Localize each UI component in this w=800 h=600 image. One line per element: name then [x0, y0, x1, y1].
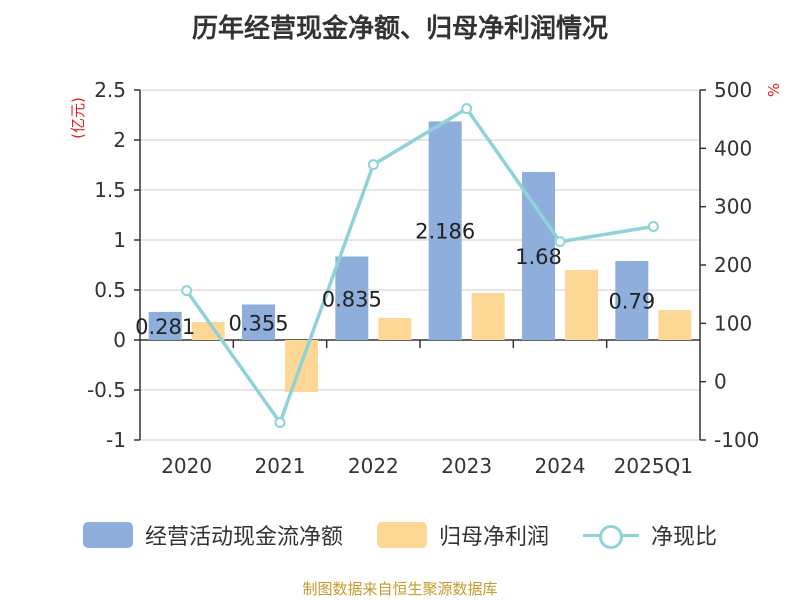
axes: 2.5 2 1.5 1 0.5 0 -0.5 -1 500 400 300 200 100 0 -100 20… [87, 78, 759, 478]
cashflow-data-label: 0.355 [228, 311, 288, 335]
ratio-point[interactable] [181, 285, 193, 297]
left-axis-tick-label: -0.5 [87, 378, 126, 402]
ratio-line [181, 103, 659, 428]
ratio-point[interactable] [554, 236, 566, 248]
cashflow-bar[interactable] [148, 311, 182, 340]
left-axis-tick-label: 1.5 [94, 178, 126, 202]
legend-swatch-ratio [583, 522, 639, 549]
legend-swatch-cashflow [82, 522, 133, 548]
cashflow-bar[interactable] [242, 304, 275, 341]
ratio-point[interactable] [367, 159, 379, 171]
right-axis-tick-label: 500 [714, 78, 752, 102]
cashflow-bar[interactable] [522, 172, 555, 340]
ratio-point[interactable] [274, 417, 286, 428]
right-axis-tick-label: 100 [714, 311, 752, 335]
right-axis-tick-label: 400 [714, 136, 752, 160]
net-profit-bar[interactable] [658, 310, 692, 340]
legend-label-ratio: 净现比 [651, 525, 718, 550]
right-axis-tick-label: 300 [714, 195, 752, 219]
net-profit-bar[interactable] [565, 270, 598, 340]
net-profit-bar[interactable] [378, 318, 412, 340]
right-axis-unit-label: % [765, 83, 783, 97]
cashflow-data-label: 0.835 [322, 287, 382, 311]
right-axis-tick-label: 200 [714, 253, 752, 277]
x-axis-tick-label: 2025Q1 [614, 454, 693, 478]
cashflow-data-label: 0.281 [135, 315, 195, 339]
cashflow-data-label: 2.186 [415, 220, 475, 244]
cashflow-bar[interactable] [335, 256, 369, 341]
net-profit-bar[interactable] [471, 293, 505, 340]
left-axis-tick-label: 0 [113, 328, 126, 352]
left-axis-tick-label: -1 [106, 428, 126, 452]
left-axis-tick-label: 2 [113, 128, 126, 152]
right-axis-tick-label: -100 [714, 428, 759, 452]
cashflow-data-label: 1.68 [515, 245, 562, 269]
ratio-point[interactable] [461, 103, 473, 115]
data-source-note: 制图数据来自恒生聚源数据库 [302, 580, 498, 598]
x-axis-tick-label: 2020 [161, 454, 212, 478]
legend: 经营活动现金流净额 归母净利润 净现比 [0, 515, 800, 555]
legend-label-cashflow: 经营活动现金流净额 [144, 525, 343, 550]
right-axis-tick-label: 0 [714, 370, 727, 394]
left-axis-tick-label: 1 [113, 228, 126, 252]
bars [148, 121, 692, 392]
left-axis-tick-label: 2.5 [94, 78, 126, 102]
legend-swatch-net-profit [376, 522, 427, 548]
cashflow-bar[interactable] [428, 121, 462, 341]
cashflow-data-label: 0.79 [608, 290, 655, 314]
legend-item-ratio[interactable]: 净现比 [583, 519, 717, 551]
left-axis-tick-label: 0.5 [94, 278, 126, 302]
chart-title: 历年经营现金净额、归母净利润情况 [191, 14, 608, 44]
x-axis-tick-label: 2022 [348, 454, 399, 478]
data-labels: 0.281 0.355 0.835 2.186 1.68 0.79 [135, 220, 655, 339]
x-axis-tick-label: 2021 [255, 454, 306, 478]
ratio-line-path [185, 106, 654, 427]
cashflow-bar[interactable] [615, 261, 649, 340]
left-axis-unit-label: (亿元) [69, 97, 87, 139]
legend-item-cashflow[interactable]: 经营活动现金流净额 [82, 519, 343, 551]
ratio-point[interactable] [647, 221, 659, 232]
legend-label-net-profit: 归母净利润 [438, 525, 549, 550]
x-axis-tick-label: 2024 [535, 454, 586, 478]
legend-item-net-profit[interactable]: 归母净利润 [376, 519, 549, 551]
x-axis-tick-label: 2023 [441, 454, 492, 478]
